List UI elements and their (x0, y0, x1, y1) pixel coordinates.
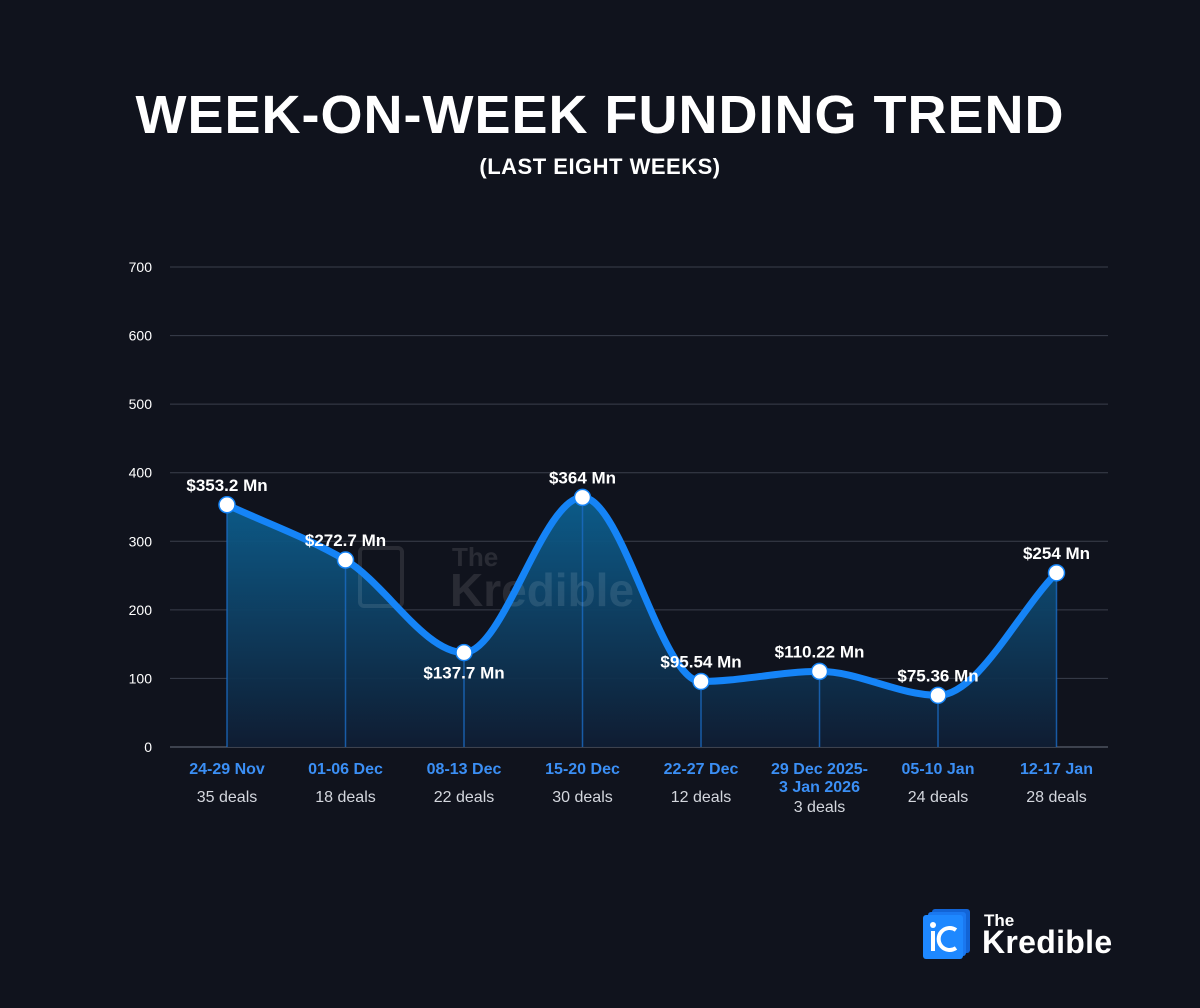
value-label-1: $272.7 Mn (305, 531, 386, 550)
category-label-0: 24-29 Nov (189, 761, 265, 778)
category-label-2: 08-13 Dec (427, 761, 502, 778)
category-label-4: 22-27 Dec (664, 761, 739, 778)
chart-title: WEEK-ON-WEEK FUNDING TREND (135, 85, 1065, 145)
y-tick-label-300: 300 (129, 533, 153, 549)
deals-label-3: 30 deals (552, 789, 613, 806)
category-label-6: 05-10 Jan (902, 761, 975, 778)
value-label-3: $364 Mn (549, 468, 616, 487)
deals-label-2: 22 deals (434, 789, 495, 806)
value-label-5: $110.22 Mn (775, 642, 865, 661)
y-tick-label-600: 600 (129, 328, 153, 344)
value-label-6: $75.36 Mn (897, 666, 978, 685)
funding-line (223, 493, 1060, 699)
category-label-3: 15-20 Dec (545, 761, 620, 778)
data-labels: $353.2 Mn $272.7 Mn $137.7 Mn $364 Mn $95.54… (186, 468, 1090, 685)
axis-labels: 0 100 200 300 400 500 600 700 24-29 Nov 35 deals 0… (129, 259, 1093, 816)
y-tick-label-100: 100 (129, 670, 153, 686)
watermark-the: The (452, 542, 498, 572)
kredible-logo-icon (923, 909, 970, 959)
area-fill (227, 497, 1057, 747)
logo-the: The (984, 911, 1015, 930)
category-label-5-line-1: 3 Jan 2026 (779, 779, 860, 796)
value-label-2: $137.7 Mn (423, 664, 504, 683)
data-points (218, 488, 1066, 705)
y-tick-label-700: 700 (129, 259, 153, 275)
data-point-4 (692, 672, 710, 691)
data-point-5 (810, 662, 829, 681)
value-label-4: $95.54 Mn (660, 652, 741, 671)
value-label-7: $254 Mn (1023, 544, 1090, 563)
deals-label-5: 3 deals (794, 799, 846, 816)
deals-label-7: 28 deals (1026, 789, 1087, 806)
y-tick-label-200: 200 (129, 602, 153, 618)
data-point-3 (573, 488, 592, 507)
logo-name: Kredible (982, 924, 1113, 960)
category-label-7: 12-17 Jan (1020, 761, 1093, 778)
category-label-5-line-0: 29 Dec 2025- (771, 761, 868, 778)
deals-label-4: 12 deals (671, 789, 732, 806)
watermark-mark (358, 546, 404, 608)
data-point-2 (455, 643, 473, 662)
chart-subtitle: (LAST EIGHT WEEKS) (479, 154, 721, 179)
data-point-1 (336, 551, 355, 569)
watermark-name: Kredible (450, 564, 634, 616)
y-tick-label-400: 400 (129, 465, 153, 481)
data-point-6 (929, 686, 947, 705)
y-tick-label-0: 0 (144, 739, 152, 755)
y-tick-label-500: 500 (129, 396, 153, 412)
data-point-0 (218, 496, 236, 514)
watermark: The Kredible (358, 542, 634, 616)
drop-lines (226, 497, 1058, 747)
value-label-0: $353.2 Mn (186, 476, 267, 495)
category-label-1: 01-06 Dec (308, 761, 383, 778)
deals-label-6: 24 deals (908, 789, 969, 806)
data-point-7 (1047, 564, 1066, 582)
deals-label-0: 35 deals (197, 789, 258, 806)
deals-label-1: 18 deals (315, 789, 376, 806)
brand-logo: The Kredible (922, 908, 1132, 960)
